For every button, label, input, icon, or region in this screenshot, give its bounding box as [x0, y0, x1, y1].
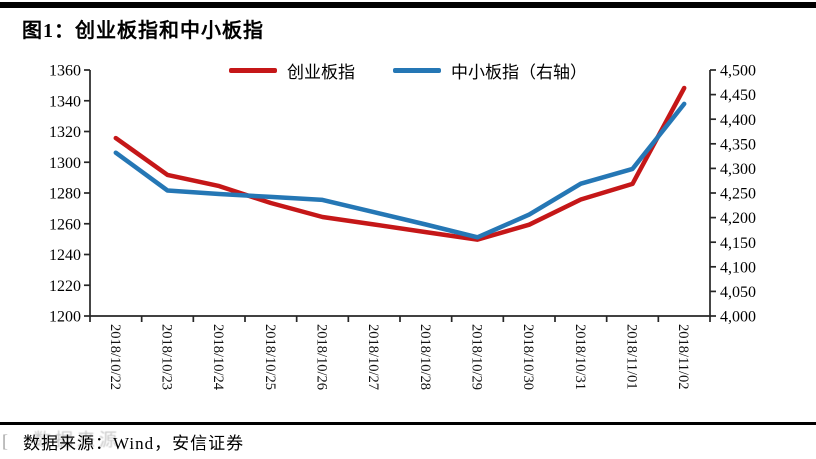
left-axis-tick-label: 1260 [49, 216, 81, 233]
right-axis-tick-label: 4,350 [720, 136, 756, 153]
legend-item-chinext: 创业板指 [229, 58, 355, 83]
legend-item-sme: 中小板指（右轴） [393, 58, 587, 83]
watermark-ghost: 数据来源 [33, 430, 121, 450]
chart-legend: 创业板指 中小板指（右轴） [0, 58, 816, 83]
x-axis-date-label: 2018/10/27 [365, 324, 381, 390]
legend-line-red-icon [229, 68, 277, 73]
left-axis-tick-label: 1320 [49, 124, 81, 141]
right-axis-tick-label: 4,200 [720, 210, 756, 227]
data-source-text: 数据来源：Wind，安信证券 [23, 434, 245, 453]
left-axis-tick-label: 1360 [49, 63, 81, 80]
bottom-rule [0, 422, 816, 425]
x-axis-date-label: 2018/10/23 [159, 324, 175, 390]
legend-label-sme: 中小板指（右轴） [451, 63, 587, 82]
x-axis-date-label: 2018/10/30 [520, 324, 536, 390]
left-axis-tick-label: 1200 [49, 309, 81, 326]
legend-label-chinext: 创业板指 [287, 63, 355, 82]
right-axis-tick-label: 4,500 [720, 63, 756, 80]
legend-line-blue-icon [393, 68, 441, 73]
top-rule [0, 2, 816, 8]
series-line-sme [113, 101, 687, 240]
x-axis-date-label: 2018/10/24 [210, 324, 226, 391]
x-axis-date-label: 2018/10/26 [314, 324, 330, 390]
left-axis-tick-label: 1240 [49, 247, 81, 264]
right-axis-tick-label: 4,400 [720, 112, 756, 129]
x-axis-date-label: 2018/10/29 [469, 324, 485, 390]
x-axis-date-label: 2018/11/02 [675, 324, 691, 390]
right-axis-tick-label: 4,000 [720, 309, 756, 326]
right-axis-tick-label: 4,100 [720, 259, 756, 276]
figure-title: 图1：创业板指和中小板指 [22, 20, 264, 42]
x-axis-date-label: 2018/11/01 [624, 324, 640, 390]
x-axis-date-label: 2018/10/22 [107, 324, 123, 390]
right-axis-tick-label: 4,450 [720, 87, 756, 104]
left-axis-tick-label: 1340 [49, 93, 81, 110]
right-axis-tick-label: 4,150 [720, 235, 756, 252]
series-line-chinext [113, 85, 687, 242]
right-axis-tick-label: 4,050 [720, 284, 756, 301]
left-axis-tick-label: 1220 [49, 278, 81, 295]
right-axis-tick-label: 4,300 [720, 161, 756, 178]
right-axis-tick-label: 4,250 [720, 186, 756, 203]
x-axis-date-label: 2018/10/25 [262, 324, 278, 390]
left-axis-tick-label: 1280 [49, 186, 81, 203]
x-axis-date-label: 2018/10/28 [417, 324, 433, 390]
x-axis-date-label: 2018/10/31 [572, 324, 588, 390]
watermark-bracket-artifact: [ [2, 431, 8, 451]
left-axis-tick-label: 1300 [49, 155, 81, 172]
